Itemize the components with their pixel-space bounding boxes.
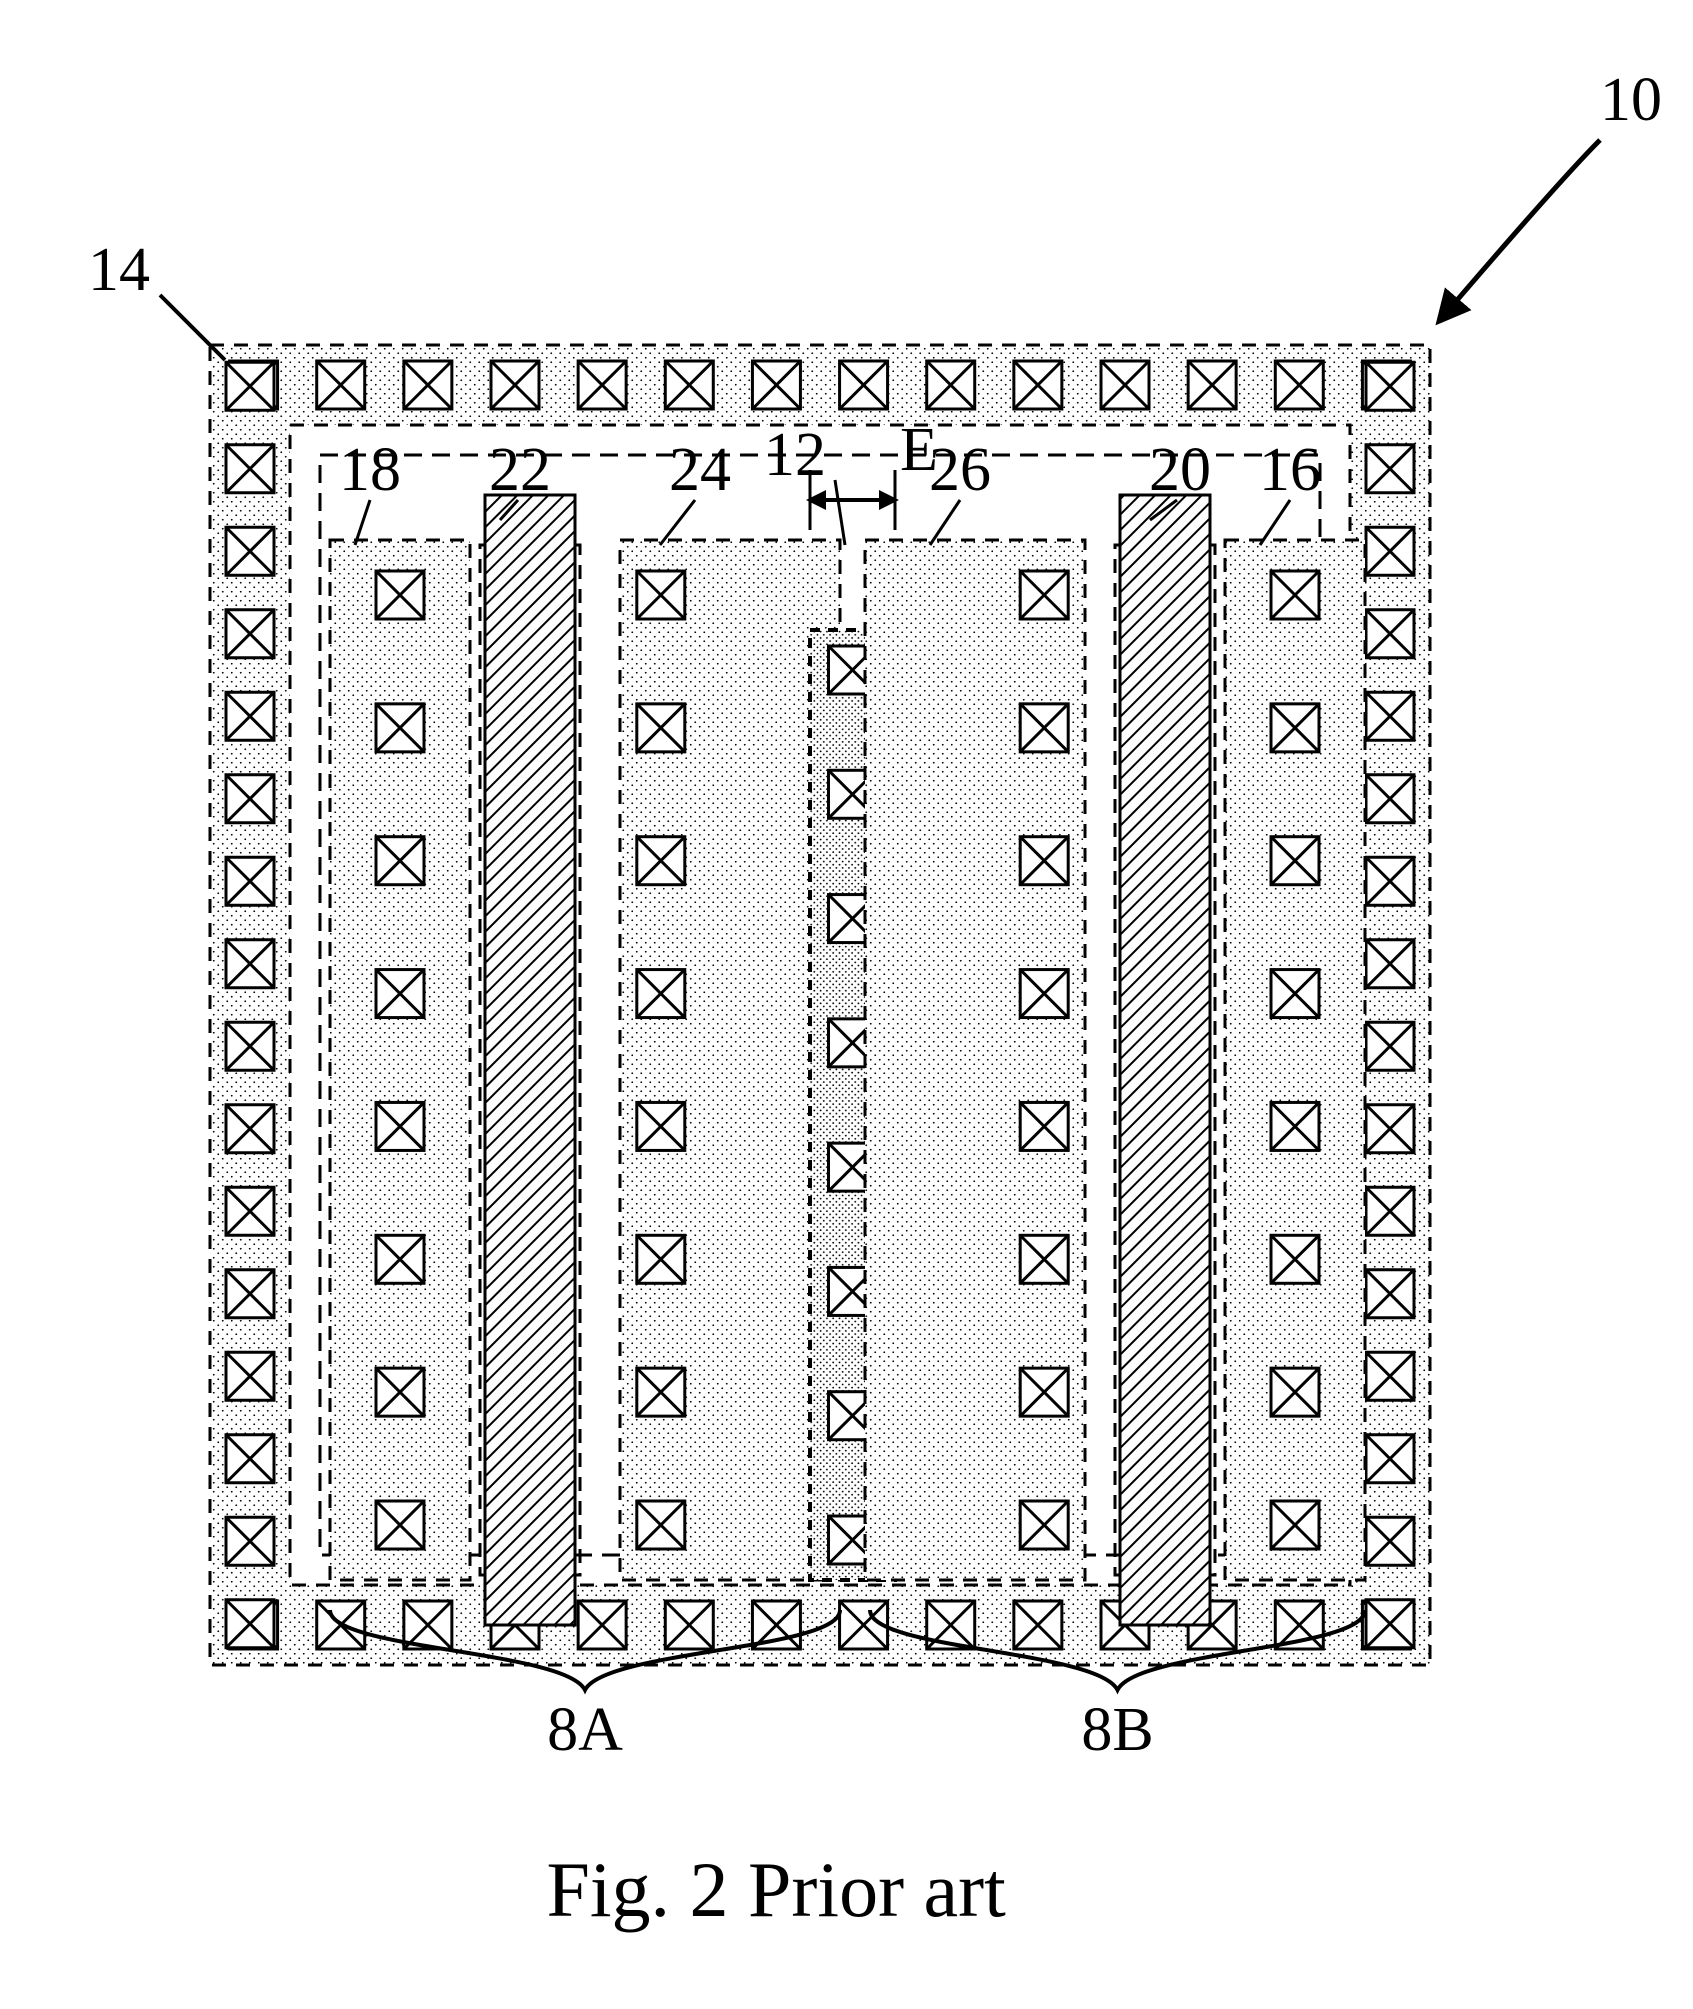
ref12-label: 12: [764, 421, 826, 489]
ref24-leader: [660, 500, 695, 545]
ref20-label: 20: [1149, 436, 1211, 504]
ref12-leader: [835, 480, 845, 545]
col_center_left: [620, 540, 840, 1580]
ref18-leader: [355, 500, 370, 545]
figure-caption: Fig. 2 Prior art: [547, 1845, 1006, 1935]
col_left_doped: [330, 540, 470, 1580]
col_right_doped: [1225, 540, 1365, 1580]
ref10-label: 10: [1600, 66, 1662, 134]
col_center_right: [865, 540, 1085, 1580]
ref22-label: 22: [489, 436, 551, 504]
col_gate_left: [480, 495, 580, 1625]
ref24-label: 24: [669, 436, 731, 504]
ref10-pointer: [1440, 140, 1600, 320]
ref26-label: 26: [929, 436, 991, 504]
ref14-pointer: [160, 295, 225, 360]
ref16-label: 16: [1259, 436, 1321, 504]
ref16-leader: [1260, 500, 1290, 545]
brace-label-8A: 8A: [547, 1696, 623, 1764]
col_gate_right: [1115, 495, 1215, 1625]
ref18-label: 18: [339, 436, 401, 504]
brace-label-8B: 8B: [1081, 1696, 1153, 1764]
ref26-leader: [930, 500, 960, 545]
ref14-label: 14: [88, 236, 150, 304]
